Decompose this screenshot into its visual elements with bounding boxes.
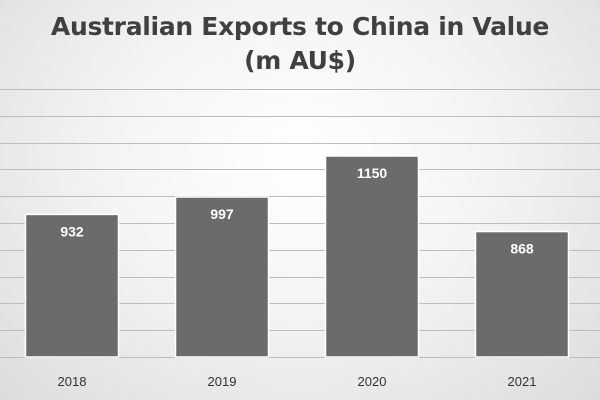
chart-subtitle: (m AU$) [244, 46, 356, 75]
data-label: 868 [510, 241, 534, 257]
x-tick-label: 2021 [508, 374, 537, 389]
bar [24, 213, 120, 358]
x-tick-label: 2018 [58, 374, 87, 389]
data-label: 997 [210, 206, 234, 222]
bar [324, 155, 420, 358]
x-tick-label: 2020 [358, 374, 387, 389]
bar [474, 230, 570, 358]
bar [174, 196, 270, 358]
data-label: 1150 [357, 165, 388, 181]
chart-title-line: Australian Exports to China in Value [50, 12, 550, 41]
data-label: 932 [60, 223, 84, 239]
chart-title: Australian Exports to China in Value (m … [0, 10, 600, 78]
x-tick-label: 2019 [208, 374, 237, 389]
